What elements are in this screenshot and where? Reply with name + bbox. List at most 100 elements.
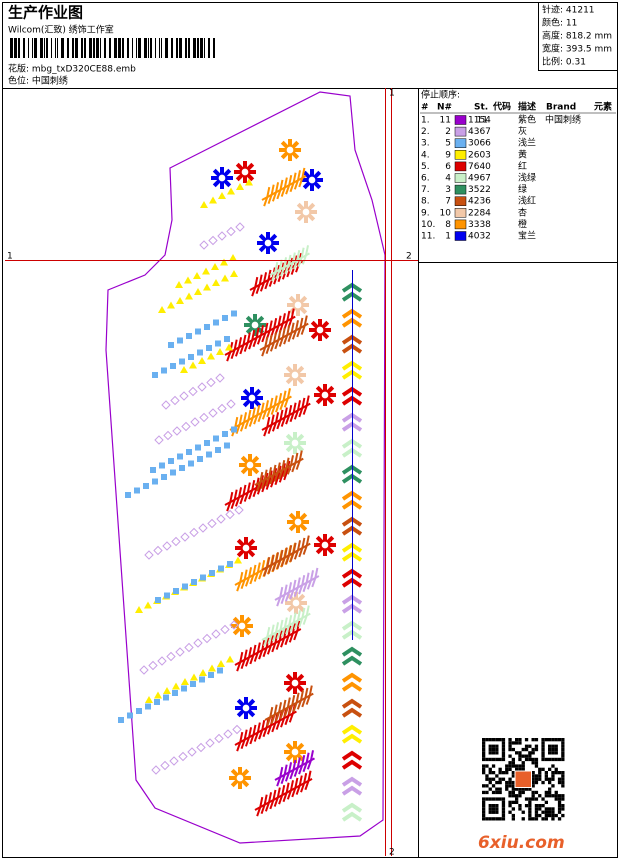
barcode-bar bbox=[200, 38, 203, 58]
qr-module bbox=[561, 751, 565, 755]
diamond bbox=[178, 751, 188, 762]
leaf bbox=[267, 634, 273, 645]
barcode-bar bbox=[188, 38, 190, 58]
qr-module bbox=[495, 797, 499, 801]
leaf bbox=[251, 329, 256, 341]
square bbox=[177, 337, 183, 344]
leaf bbox=[233, 489, 238, 500]
row-stitches: 3066 bbox=[468, 139, 491, 149]
triangle bbox=[220, 258, 228, 266]
leaf bbox=[288, 174, 293, 186]
leaf bbox=[264, 477, 270, 487]
qr-module bbox=[551, 794, 555, 798]
qr-module bbox=[518, 741, 522, 745]
leaf bbox=[263, 566, 269, 577]
leaf bbox=[255, 327, 260, 338]
leaf bbox=[295, 785, 301, 795]
barcode-bar bbox=[40, 38, 43, 58]
leaf bbox=[242, 334, 247, 346]
leaf bbox=[233, 339, 238, 350]
leaf bbox=[286, 324, 291, 336]
qr-module bbox=[534, 790, 539, 795]
qr-module bbox=[554, 738, 558, 742]
qr-module bbox=[557, 810, 562, 814]
flower-center bbox=[241, 543, 251, 553]
color-swatch bbox=[454, 184, 467, 195]
leaf bbox=[286, 310, 291, 322]
qr-module bbox=[498, 790, 502, 795]
barcode-bar bbox=[89, 38, 92, 58]
leaf bbox=[263, 196, 269, 207]
qr-module bbox=[491, 738, 496, 742]
leaf bbox=[276, 776, 282, 787]
square bbox=[161, 367, 167, 374]
leaf bbox=[255, 284, 261, 295]
qr-module bbox=[541, 757, 545, 762]
leaf bbox=[274, 632, 279, 644]
leaf bbox=[267, 564, 273, 575]
qr-module bbox=[511, 764, 515, 768]
leaf bbox=[269, 474, 275, 485]
barcode-bar bbox=[55, 38, 56, 58]
leaf bbox=[282, 467, 288, 478]
square bbox=[204, 440, 210, 446]
leaf bbox=[256, 404, 261, 416]
leaf bbox=[288, 633, 294, 643]
leaf bbox=[239, 344, 245, 355]
square bbox=[209, 570, 215, 576]
leaf bbox=[283, 617, 288, 628]
qr-module bbox=[561, 744, 565, 748]
leaf bbox=[252, 487, 258, 498]
qr-module bbox=[528, 817, 532, 821]
leaf bbox=[285, 782, 290, 793]
row-number: 1 bbox=[445, 232, 451, 242]
qr-module bbox=[531, 777, 535, 781]
qr-module bbox=[528, 810, 532, 814]
row-number: 10 bbox=[440, 208, 452, 218]
leaf bbox=[260, 804, 266, 815]
leaf bbox=[270, 624, 275, 635]
leaf bbox=[248, 417, 254, 427]
leaf bbox=[266, 407, 272, 418]
leaf bbox=[274, 339, 280, 350]
qr-module bbox=[528, 804, 532, 808]
leaf bbox=[260, 325, 265, 336]
qr-module bbox=[534, 744, 539, 748]
leaf bbox=[294, 452, 299, 464]
leaf bbox=[282, 792, 288, 803]
leaf bbox=[296, 757, 301, 768]
qr-module bbox=[538, 777, 542, 781]
leaf bbox=[239, 571, 244, 583]
square bbox=[150, 467, 156, 473]
square bbox=[206, 345, 212, 351]
row-stitches: 1154 bbox=[468, 116, 491, 126]
square bbox=[161, 474, 167, 480]
qr-module bbox=[521, 817, 525, 821]
qr-module bbox=[482, 800, 486, 804]
row-stitches: 2603 bbox=[468, 150, 491, 160]
leaf bbox=[251, 407, 256, 418]
qr-module bbox=[495, 747, 499, 752]
leaf bbox=[305, 395, 310, 406]
row-stitches: 4367 bbox=[468, 127, 491, 137]
stem bbox=[269, 252, 310, 276]
row-stitches: 3338 bbox=[468, 220, 491, 230]
leaf bbox=[291, 694, 296, 706]
stat: 颜色: 11 bbox=[542, 17, 577, 29]
qr-module bbox=[521, 767, 525, 771]
leaf bbox=[234, 416, 239, 428]
triangle bbox=[135, 606, 143, 613]
qr-module bbox=[534, 747, 539, 752]
leaf bbox=[269, 342, 275, 352]
leaf bbox=[293, 259, 299, 270]
stat: 比例: 0.31 bbox=[542, 56, 586, 68]
leaf bbox=[278, 259, 283, 270]
qr-module bbox=[541, 780, 545, 785]
square bbox=[186, 449, 192, 455]
qr-module bbox=[518, 757, 522, 762]
qr-module bbox=[561, 784, 565, 788]
diamond bbox=[198, 523, 208, 533]
qr-module bbox=[488, 797, 492, 801]
qr-module bbox=[531, 757, 535, 762]
qr-module bbox=[491, 807, 496, 811]
